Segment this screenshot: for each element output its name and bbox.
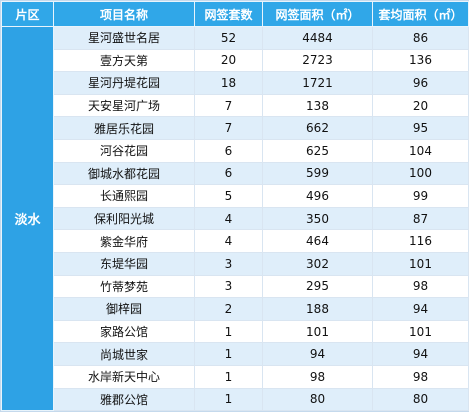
project-name-cell: 紫金华府 <box>53 229 195 253</box>
signed-area-cell: 350 <box>262 206 373 231</box>
average-area-cell: 100 <box>372 161 469 186</box>
table-row: 淡水 星河盛世名居 52 4484 86 <box>1 25 469 412</box>
project-name-cell: 河谷花园 <box>53 138 195 163</box>
project-name-cell: 竹蒂梦苑 <box>53 274 195 299</box>
average-area-cell: 96 <box>372 71 469 95</box>
signed-count-cell: 1 <box>194 319 263 344</box>
header-row: 片区 项目名称 网签套数 网签面积（㎡） 套均面积（㎡） <box>1 1 469 27</box>
table-row: 御梓园 2 188 94 <box>2 297 469 321</box>
average-area-cell: 99 <box>372 184 469 208</box>
table-row: 竹蒂梦苑 3 295 98 <box>2 274 469 299</box>
signed-count-cell: 6 <box>194 138 263 163</box>
signed-count-cell: 1 <box>194 364 263 389</box>
average-area-cell: 136 <box>372 48 469 73</box>
signed-area-cell: 302 <box>262 251 373 276</box>
project-name-cell: 御梓园 <box>53 297 195 321</box>
table-row: 天安星河广场 7 138 20 <box>2 93 469 118</box>
average-area-cell: 95 <box>372 116 469 140</box>
table-row: 河谷花园 6 625 104 <box>2 138 469 163</box>
table-row: 东堤华园 3 302 101 <box>2 251 469 276</box>
project-name-cell: 水岸新天中心 <box>53 364 195 389</box>
average-area-cell: 104 <box>372 138 469 163</box>
signed-count-cell: 7 <box>194 116 263 140</box>
signed-count-cell: 1 <box>194 387 263 412</box>
average-area-cell: 87 <box>372 206 469 231</box>
project-name-cell: 保利阳光城 <box>53 206 195 231</box>
average-area-cell: 116 <box>372 229 469 253</box>
project-name-cell: 家路公馆 <box>53 319 195 344</box>
signed-area-cell: 80 <box>262 387 373 412</box>
average-area-cell: 94 <box>372 342 469 366</box>
signed-count-cell: 6 <box>194 161 263 186</box>
signed-count-cell: 3 <box>194 251 263 276</box>
average-area-cell: 20 <box>372 93 469 118</box>
project-name-cell: 天安星河广场 <box>53 93 195 118</box>
signed-area-cell: 625 <box>262 138 373 163</box>
signed-count-cell: 20 <box>194 48 263 73</box>
average-area-cell: 101 <box>372 319 469 344</box>
project-name-cell: 雅郡公馆 <box>53 387 195 412</box>
average-area-cell: 98 <box>372 274 469 299</box>
signed-area-cell: 188 <box>262 297 373 321</box>
signed-count-cell: 1 <box>194 342 263 366</box>
signed-count-cell: 18 <box>194 71 263 95</box>
signed-count-cell: 5 <box>194 184 263 208</box>
project-name-cell: 东堤华园 <box>53 251 195 276</box>
signed-area-cell: 4484 <box>262 26 373 50</box>
header-project-name: 项目名称 <box>53 1 195 27</box>
signed-area-cell: 662 <box>262 116 373 140</box>
signed-count-cell: 2 <box>194 297 263 321</box>
table-row: 星河丹堤花园 18 1721 96 <box>2 71 469 95</box>
table-row: 保利阳光城 4 350 87 <box>2 206 469 231</box>
signed-count-cell: 4 <box>194 206 263 231</box>
header-signed-area: 网签面积（㎡） <box>262 1 373 27</box>
project-name-cell: 尚城世家 <box>53 342 195 366</box>
table-row: 御城水都花园 6 599 100 <box>2 161 469 186</box>
table-row: 雅居乐花园 7 662 95 <box>2 116 469 140</box>
signed-area-cell: 101 <box>262 319 373 344</box>
project-name-cell: 星河盛世名居 <box>53 26 195 50</box>
average-area-cell: 80 <box>372 387 469 412</box>
project-name-cell: 雅居乐花园 <box>53 116 195 140</box>
average-area-cell: 86 <box>372 26 469 50</box>
average-area-cell: 94 <box>372 297 469 321</box>
header-region: 片区 <box>1 1 54 27</box>
header-average-area: 套均面积（㎡） <box>372 1 469 27</box>
signed-area-cell: 1721 <box>262 71 373 95</box>
project-name-cell: 御城水都花园 <box>53 161 195 186</box>
region-cell: 淡水 <box>1 25 54 412</box>
table-body: 淡水 星河盛世名居 52 4484 86 壹方天第 20 2723 136 星河丹堤花园 18 172… <box>1 25 469 412</box>
table-row: 家路公馆 1 101 101 <box>2 319 469 344</box>
signed-count-cell: 7 <box>194 93 263 118</box>
table-header: 片区 项目名称 网签套数 网签面积（㎡） 套均面积（㎡） <box>1 1 469 27</box>
average-area-cell: 101 <box>372 251 469 276</box>
table-row: 尚城世家 1 94 94 <box>2 342 469 366</box>
signed-area-cell: 496 <box>262 184 373 208</box>
project-name-cell: 星河丹堤花园 <box>53 71 195 95</box>
signed-count-cell: 3 <box>194 274 263 299</box>
project-name-cell: 长通熙园 <box>53 184 195 208</box>
signed-area-cell: 464 <box>262 229 373 253</box>
signed-area-cell: 98 <box>262 364 373 389</box>
header-signed-count: 网签套数 <box>194 1 263 27</box>
table-row: 长通熙园 5 496 99 <box>2 184 469 208</box>
signed-area-cell: 94 <box>262 342 373 366</box>
average-area-cell: 98 <box>372 364 469 389</box>
signed-area-cell: 599 <box>262 161 373 186</box>
signed-area-cell: 295 <box>262 274 373 299</box>
table-row: 壹方天第 20 2723 136 <box>2 48 469 73</box>
table-row: 雅郡公馆 1 80 80 <box>2 387 469 412</box>
signed-area-cell: 2723 <box>262 48 373 73</box>
signed-count-cell: 4 <box>194 229 263 253</box>
signed-count-cell: 52 <box>194 26 263 50</box>
table-row: 水岸新天中心 1 98 98 <box>2 364 469 389</box>
project-name-cell: 壹方天第 <box>53 48 195 73</box>
signed-area-cell: 138 <box>262 93 373 118</box>
table-row: 紫金华府 4 464 116 <box>2 229 469 253</box>
